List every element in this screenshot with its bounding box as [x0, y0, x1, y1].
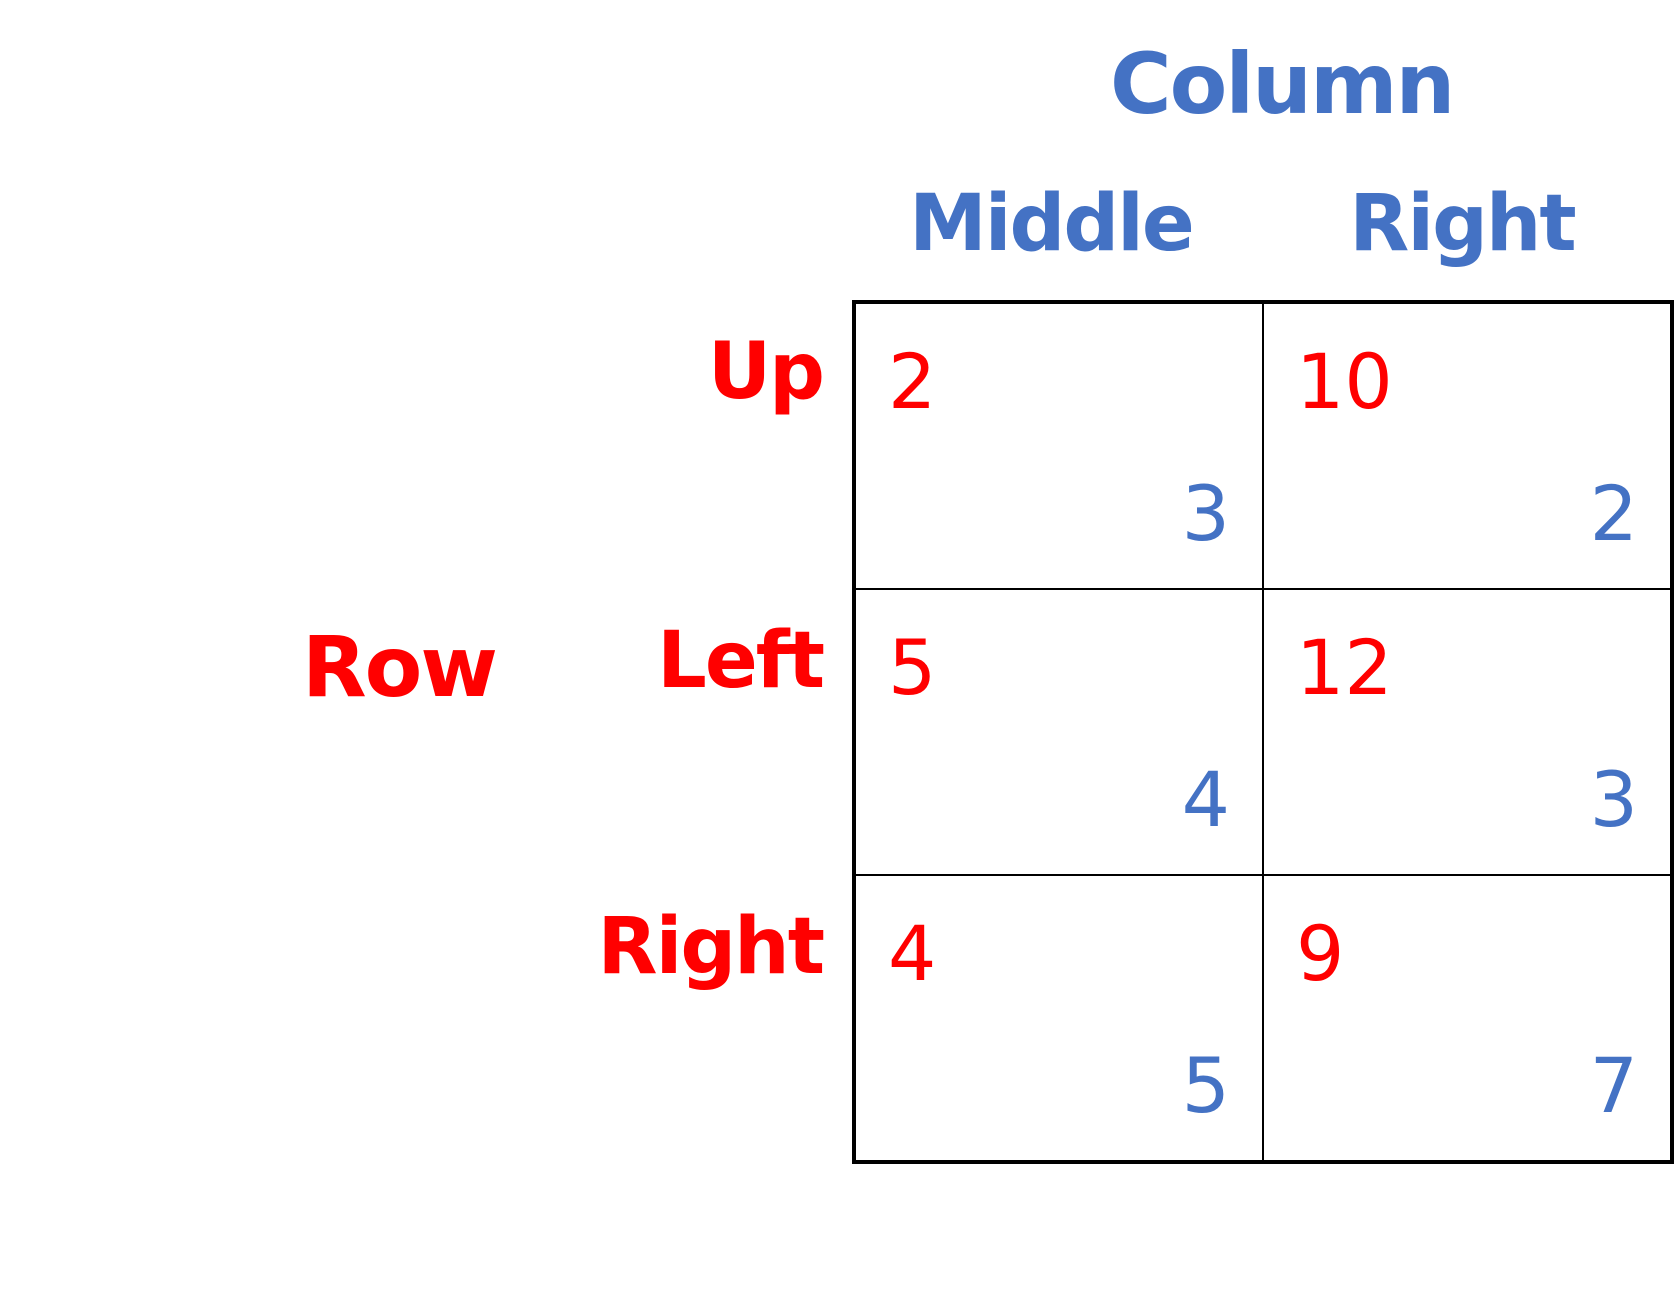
row-payoff: 5: [888, 623, 937, 712]
row-strategy-left: Left: [657, 616, 825, 706]
column-payoff: 4: [1181, 755, 1230, 844]
payoff-cell-up-middle: 2 3: [855, 303, 1263, 589]
column-strategy-middle: Middle: [909, 179, 1195, 269]
row-payoff: 12: [1296, 623, 1393, 712]
payoff-cell-right-right: 9 7: [1263, 875, 1671, 1161]
payoff-cell-left-right: 12 3: [1263, 589, 1671, 875]
payoff-cell-left-middle: 5 4: [855, 589, 1263, 875]
column-player-label: Column: [1110, 35, 1455, 133]
row-strategy-right: Right: [597, 902, 825, 992]
column-payoff: 7: [1589, 1041, 1638, 1130]
column-payoff: 2: [1589, 469, 1638, 558]
column-payoff: 3: [1181, 469, 1230, 558]
column-payoff: 5: [1181, 1041, 1230, 1130]
row-payoff: 10: [1296, 337, 1393, 426]
payoff-cell-up-right: 10 2: [1263, 303, 1671, 589]
payoff-matrix: 2 3 10 2 5 4 12 3 4 5 9 7: [852, 300, 1674, 1164]
row-player-label: Row: [302, 618, 498, 716]
row-payoff: 9: [1296, 909, 1345, 998]
row-payoff: 4: [888, 909, 937, 998]
row-strategy-up: Up: [707, 327, 825, 417]
column-strategy-right: Right: [1349, 179, 1576, 269]
row-payoff: 2: [888, 337, 937, 426]
payoff-cell-right-middle: 4 5: [855, 875, 1263, 1161]
column-payoff: 3: [1589, 755, 1638, 844]
